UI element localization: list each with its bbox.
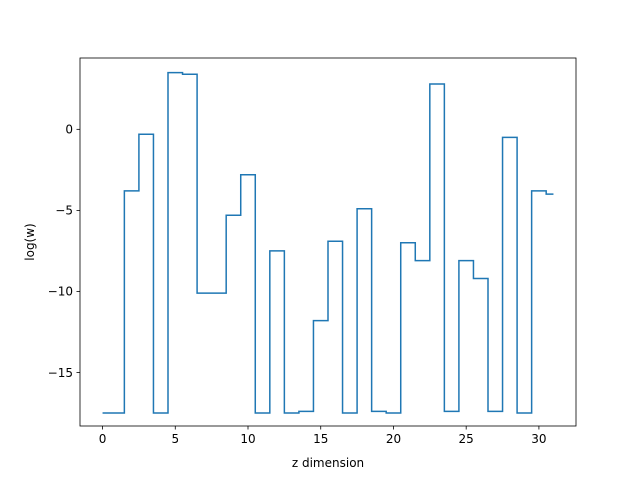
y-tick-label: −10: [48, 285, 73, 299]
x-tick-label: 25: [459, 432, 474, 446]
y-axis-ticks: −15 −10 −5 0: [48, 123, 80, 380]
plot-frame: [79, 57, 577, 427]
series-line-0: [102, 71, 554, 414]
y-tick-label: −5: [55, 204, 73, 218]
series-layer: [102, 71, 554, 414]
x-tick-label: 5: [171, 432, 179, 446]
x-tick-label: 15: [313, 432, 328, 446]
y-axis-label: log(w): [23, 223, 37, 260]
x-axis-label: z dimension: [292, 456, 364, 470]
x-axis-ticks: 0 5 10 15 20 25 30: [99, 426, 547, 446]
x-tick-label: 20: [386, 432, 401, 446]
x-tick-label: 0: [99, 432, 107, 446]
x-tick-label: 30: [531, 432, 546, 446]
y-tick-label: −15: [48, 366, 73, 380]
x-tick-label: 10: [240, 432, 255, 446]
y-tick-label: 0: [65, 123, 73, 137]
